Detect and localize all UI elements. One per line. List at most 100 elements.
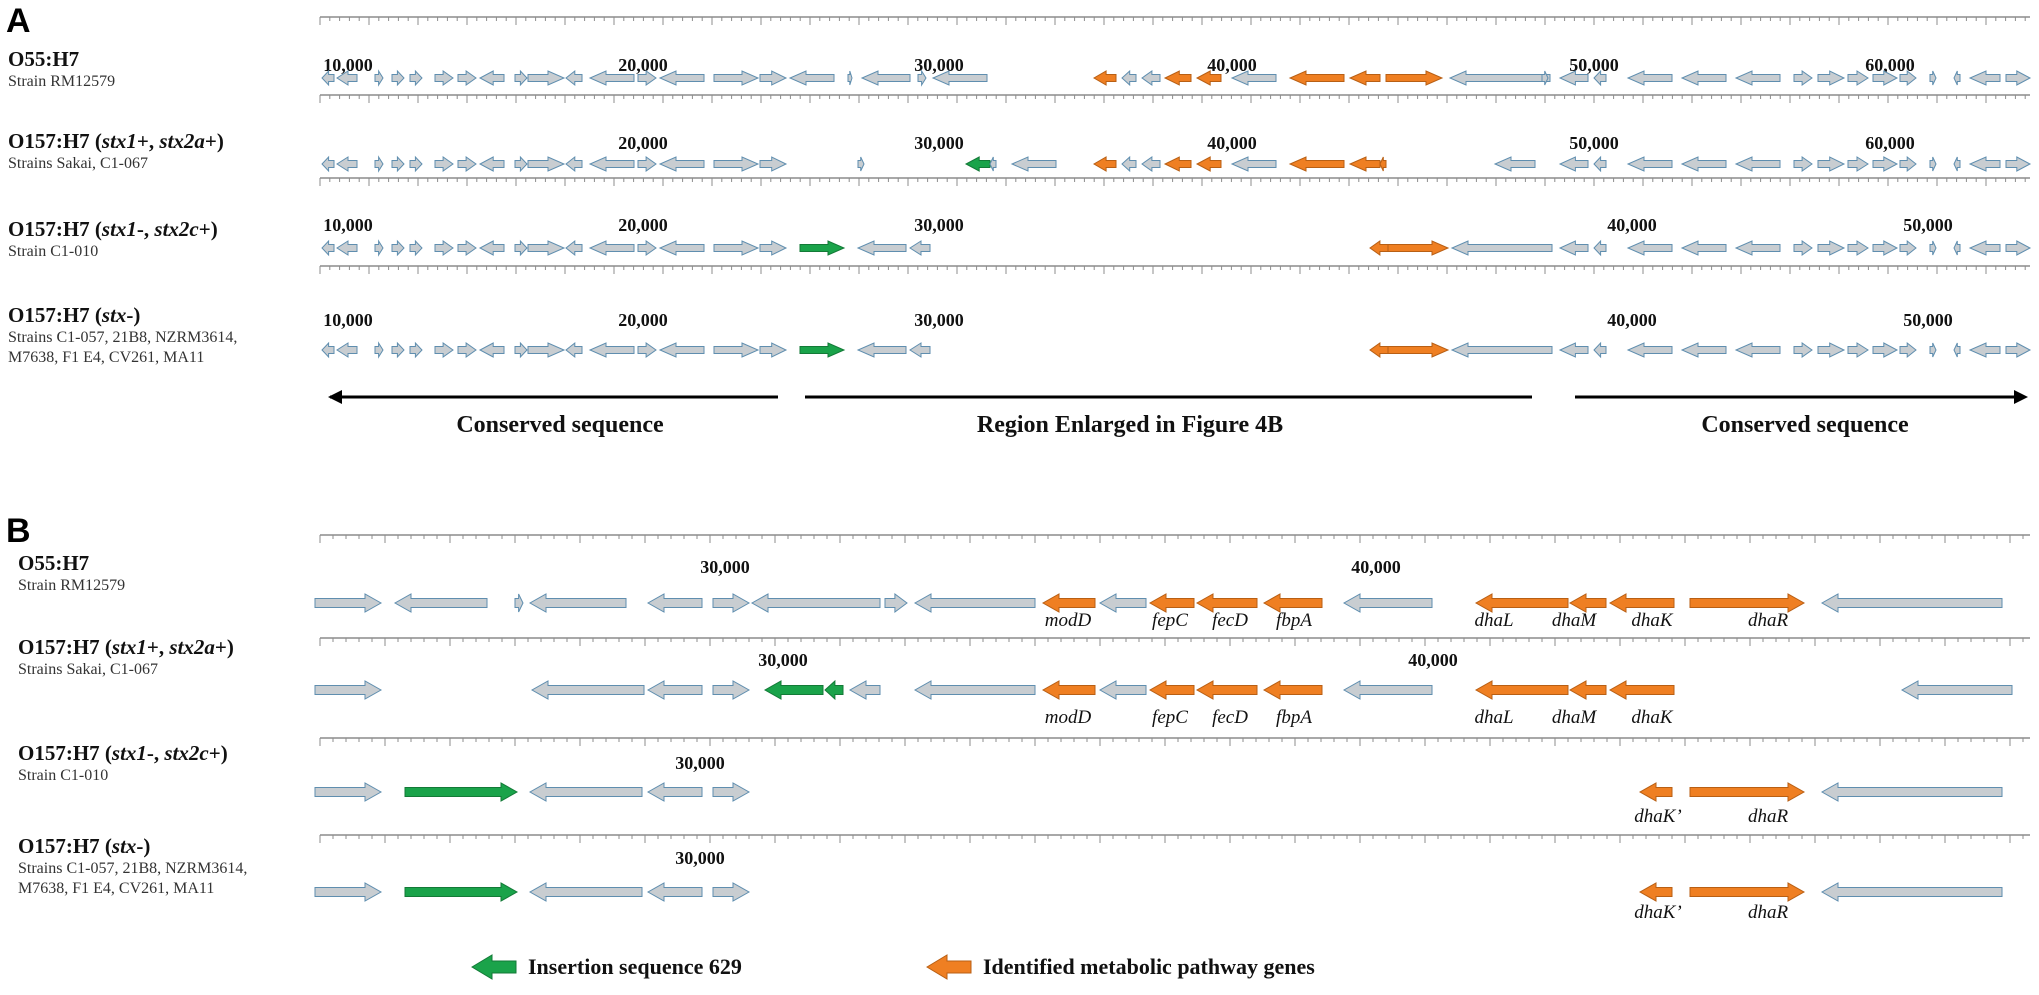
conserved-gene-arrow bbox=[530, 680, 645, 700]
gene-label: dhaK bbox=[1631, 610, 1673, 631]
conserved-gene-arrow bbox=[646, 593, 703, 613]
region-arrowhead-right bbox=[2014, 390, 2028, 404]
metabolic-gene-arrow bbox=[1369, 342, 1389, 358]
ruler-label: 60,000 bbox=[1865, 133, 1915, 153]
metabolic-gene-arrow bbox=[1195, 70, 1222, 86]
conserved-gene-arrow bbox=[909, 240, 931, 256]
ruler-label: 30,000 bbox=[914, 310, 964, 330]
conserved-gene-arrow bbox=[1626, 70, 1673, 86]
conserved-gene-arrow bbox=[1541, 70, 1549, 86]
conserved-gene-arrow bbox=[588, 240, 635, 256]
conserved-gene-arrow bbox=[314, 882, 383, 902]
legend-metabolic-text: Identified metabolic pathway genes bbox=[983, 954, 1315, 979]
conserved-gene-arrow bbox=[527, 156, 566, 172]
insertion-gene-arrow bbox=[799, 240, 846, 256]
conserved-gene-arrow bbox=[1929, 240, 1937, 256]
gene-label: fepC bbox=[1152, 707, 1188, 728]
gene-label: dhaK bbox=[1631, 707, 1673, 728]
panel-a-track-4-label: O157:H7 (stx-) Strains C1-057, 21B8, NZR… bbox=[8, 302, 278, 368]
gene-label: dhaR bbox=[1747, 610, 1789, 631]
track-name: O157:H7 (stx-) bbox=[8, 303, 141, 327]
conserved-gene-arrow bbox=[1872, 342, 1899, 358]
conserved-gene-arrow bbox=[1121, 155, 1137, 173]
conserved-gene-arrow bbox=[2005, 342, 2032, 358]
conserved-gene-arrow bbox=[588, 156, 635, 172]
conserved-gene-arrow bbox=[2005, 156, 2032, 172]
metabolic-gene-arrow bbox=[1041, 593, 1096, 613]
gene-label: dhaK’ bbox=[1634, 806, 1682, 827]
conserved-gene-arrow bbox=[1121, 69, 1137, 87]
panel-a-letter: A bbox=[6, 2, 31, 40]
track-strain: Strains Sakai, C1-067 bbox=[18, 661, 158, 679]
conserved-gene-arrow bbox=[1953, 240, 1961, 256]
metabolic-gene-arrow bbox=[1195, 156, 1222, 172]
metabolic-gene-arrow bbox=[1148, 680, 1195, 700]
conserved-gene-arrow bbox=[434, 156, 454, 172]
insertion-gene-arrow bbox=[404, 882, 519, 902]
conserved-gene-arrow bbox=[478, 240, 505, 256]
conserved-gene-arrow bbox=[393, 593, 488, 613]
conserved-gene-arrow bbox=[1593, 341, 1607, 359]
conserved-gene-arrow bbox=[1593, 69, 1607, 87]
conserved-gene-arrow bbox=[391, 239, 405, 257]
conserved-gene-arrow bbox=[759, 70, 788, 86]
metabolic-gene-arrow bbox=[1638, 882, 1673, 902]
conserved-gene-arrow bbox=[528, 882, 643, 902]
gene-label: dhaL bbox=[1474, 707, 1514, 728]
conserved-gene-arrow bbox=[1968, 342, 2001, 358]
conserved-gene-arrow bbox=[514, 239, 528, 257]
metabolic-gene-arrow bbox=[1689, 593, 1806, 613]
conserved-gene-arrow bbox=[759, 156, 788, 172]
conserved-gene-arrow bbox=[527, 70, 566, 86]
metabolic-gene-arrow bbox=[1387, 240, 1450, 256]
conserved-gene-arrow bbox=[336, 240, 358, 256]
metabolic-gene-arrow bbox=[1387, 342, 1450, 358]
conserved-gene-arrow bbox=[1098, 593, 1147, 613]
conserved-gene-arrow bbox=[1847, 156, 1869, 172]
track-strain: Strains C1-057, 21B8, NZRM3614, M7638, F… bbox=[18, 860, 248, 898]
metabolic-gene-arrow bbox=[1195, 593, 1258, 613]
conserved-gene-arrow bbox=[409, 69, 423, 87]
conserved-gene-arrow bbox=[1734, 342, 1781, 358]
gene-label: fecD bbox=[1212, 610, 1248, 631]
conserved-gene-arrow bbox=[1626, 240, 1673, 256]
track-strain: Strain C1-010 bbox=[18, 767, 109, 785]
ruler-label: 10,000 bbox=[323, 310, 373, 330]
conserved-gene-arrow bbox=[528, 782, 643, 802]
gene-label: dhaK’ bbox=[1634, 902, 1682, 923]
conserved-gene-arrow bbox=[409, 155, 423, 173]
conserved-gene-arrow bbox=[1450, 342, 1553, 358]
metabolic-gene-arrow bbox=[1041, 680, 1096, 700]
gene-label: dhaL bbox=[1474, 610, 1514, 631]
conserved-gene-arrow bbox=[860, 70, 911, 86]
gene-label: modD bbox=[1044, 707, 1092, 728]
conserved-gene-arrow bbox=[1010, 156, 1057, 172]
conserved-gene-arrow bbox=[1899, 155, 1917, 173]
conserved-gene-arrow bbox=[457, 240, 477, 256]
ruler-label: 30,000 bbox=[914, 133, 964, 153]
ruler-label: 40,000 bbox=[1408, 650, 1458, 670]
conserved-gene-arrow bbox=[1680, 240, 1727, 256]
conserved-gene-arrow bbox=[658, 240, 705, 256]
metabolic-gene-arrow bbox=[1348, 70, 1381, 86]
conserved-gene-arrow bbox=[1929, 156, 1937, 172]
ruler-label: 40,000 bbox=[1207, 133, 1257, 153]
conserved-gene-arrow bbox=[336, 70, 358, 86]
conserved-gene-arrow bbox=[336, 342, 358, 358]
conserved-gene-arrow bbox=[457, 156, 477, 172]
region-label-conserved-right: Conserved sequence bbox=[1701, 412, 1909, 438]
ruler-label: 30,000 bbox=[700, 557, 750, 577]
track-strain: Strains C1-057, 21B8, NZRM3614, M7638, F… bbox=[8, 329, 238, 367]
conserved-gene-arrow bbox=[514, 341, 528, 359]
conserved-gene-arrow bbox=[713, 156, 760, 172]
conserved-gene-arrow bbox=[1734, 70, 1781, 86]
panel-b-track-1-label: O55:H7 Strain RM12579 bbox=[18, 550, 125, 596]
conserved-gene-arrow bbox=[1899, 341, 1917, 359]
ruler-label: 20,000 bbox=[618, 310, 668, 330]
metabolic-gene-arrow bbox=[1689, 782, 1806, 802]
conserved-gene-arrow bbox=[409, 239, 423, 257]
conserved-gene-arrow bbox=[913, 593, 1036, 613]
metabolic-gene-arrow bbox=[1608, 680, 1675, 700]
conserved-gene-arrow bbox=[1929, 70, 1937, 86]
conserved-gene-arrow bbox=[1820, 882, 2003, 902]
